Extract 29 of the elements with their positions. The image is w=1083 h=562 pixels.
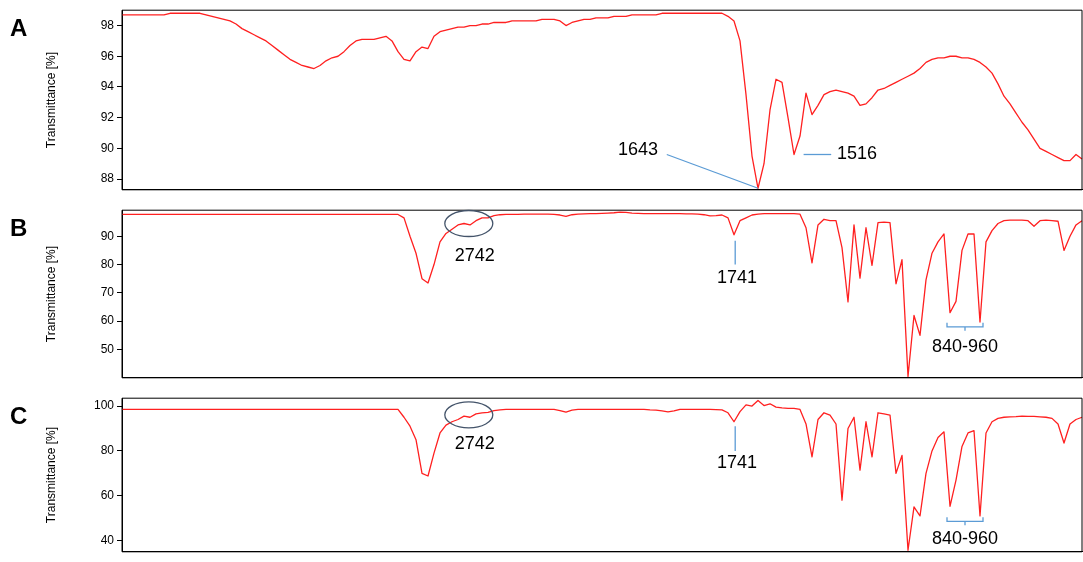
annotation: 2742	[454, 432, 495, 453]
annotation: 1516	[836, 143, 878, 164]
y-tick-label: 88	[100, 171, 115, 186]
y-tick-label: 80	[100, 443, 115, 458]
annotation: 2742	[454, 245, 495, 266]
y-tick-label: 60	[100, 313, 115, 328]
chart-title: A	[10, 14, 28, 42]
y-tick-label: 90	[100, 140, 115, 155]
y-tick-label: 90	[100, 228, 115, 243]
y-tick-label: 94	[100, 79, 115, 94]
annotation: 1643	[617, 138, 659, 159]
y-tick-label: 70	[100, 285, 115, 300]
annotation: 840-960	[931, 335, 999, 356]
y-tick-label: 92	[100, 109, 115, 124]
annotation: 840-960	[931, 527, 999, 548]
y-axis-title: Transmittance [%]	[43, 426, 58, 524]
y-tick-label: 98	[100, 17, 115, 32]
annotation: 1741	[716, 452, 758, 473]
y-tick-label: 80	[100, 256, 115, 271]
y-tick-label: 96	[100, 48, 115, 63]
y-tick-label: 60	[100, 488, 115, 503]
y-axis-title: Transmittance [%]	[43, 245, 58, 343]
y-tick-label: 40	[100, 532, 115, 547]
chart-title: B	[10, 214, 28, 242]
y-axis-title: Transmittance [%]	[43, 51, 58, 149]
annotation: 1741	[716, 267, 758, 288]
y-tick-label: 50	[100, 341, 115, 356]
y-tick-label: 100	[93, 398, 115, 413]
chart-title: C	[10, 402, 28, 430]
